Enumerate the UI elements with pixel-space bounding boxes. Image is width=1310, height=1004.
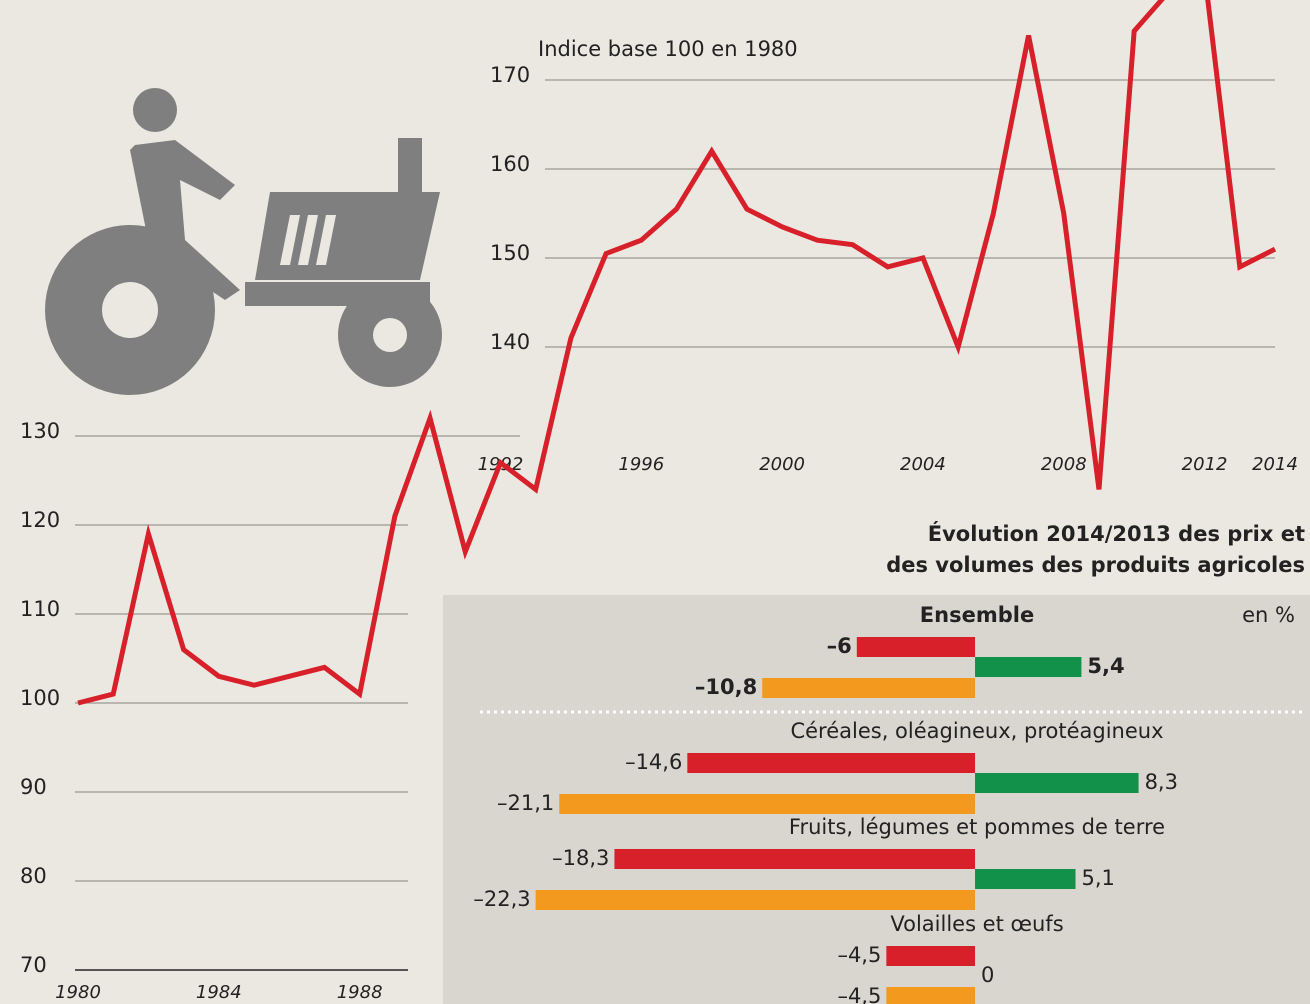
bar bbox=[614, 849, 976, 869]
bar bbox=[559, 794, 976, 814]
category-label: Céréales, oléagineux, protéagineux bbox=[790, 719, 1163, 743]
value-label: –14,6 bbox=[625, 750, 682, 774]
x-tick-label: 2008 bbox=[1041, 454, 1087, 475]
bar-title: Évolution 2014/2013 des prix et bbox=[928, 521, 1305, 546]
y-tick-label: 90 bbox=[20, 775, 47, 799]
line-chart: Indice base 100 en 1980 70 80 90 100 110 120 1… bbox=[20, 0, 1298, 1003]
value-label: –4,5 bbox=[837, 943, 881, 967]
category-label: Ensemble bbox=[920, 603, 1034, 627]
value-label: –10,8 bbox=[695, 675, 757, 699]
bar-chart: Évolution 2014/2013 des prix et des volu… bbox=[473, 521, 1305, 1004]
x-tick-label: 2000 bbox=[759, 454, 805, 475]
bar-title: des volumes des produits agricoles bbox=[886, 553, 1305, 577]
y-tick-label: 150 bbox=[490, 241, 530, 265]
wheel-hub bbox=[373, 318, 407, 352]
data-line bbox=[77, 0, 1277, 706]
value-label: 8,3 bbox=[1145, 770, 1178, 794]
y-tick-label: 100 bbox=[20, 686, 60, 710]
chart-subtitle: Indice base 100 en 1980 bbox=[538, 37, 798, 61]
value-label: –18,3 bbox=[552, 846, 609, 870]
y-tick-label: 170 bbox=[490, 63, 530, 87]
x-tick-label: 2012 bbox=[1182, 454, 1228, 475]
bar bbox=[687, 753, 976, 773]
y-tick-label: 70 bbox=[20, 953, 47, 977]
bar bbox=[886, 987, 976, 1004]
x-tick-label: 1988 bbox=[337, 982, 383, 1003]
bar bbox=[535, 890, 976, 910]
value-label: –21,1 bbox=[497, 791, 554, 815]
wheel-hub bbox=[102, 282, 158, 338]
category-label: Volailles et œufs bbox=[890, 912, 1063, 936]
grille bbox=[280, 215, 336, 265]
value-label: –6 bbox=[827, 634, 852, 658]
value-label: 0 bbox=[981, 963, 994, 987]
value-label: –22,3 bbox=[473, 887, 530, 911]
y-tick-label: 130 bbox=[20, 419, 60, 443]
bar bbox=[975, 657, 1082, 677]
x-tick-label: 1984 bbox=[196, 982, 242, 1003]
x-tick-label: 2004 bbox=[900, 454, 946, 475]
unit-label: en % bbox=[1242, 603, 1295, 627]
x-tick-label: 1980 bbox=[55, 982, 101, 1003]
bar bbox=[975, 773, 1139, 793]
bar bbox=[762, 678, 976, 698]
y-tick-label: 120 bbox=[20, 508, 60, 532]
bar bbox=[886, 946, 976, 966]
bar bbox=[856, 637, 976, 657]
y-tick-label: 160 bbox=[490, 152, 530, 176]
y-tick-label: 110 bbox=[20, 597, 60, 621]
value-label: 5,1 bbox=[1082, 866, 1115, 890]
y-tick-label: 80 bbox=[20, 864, 47, 888]
value-label: –4,5 bbox=[837, 984, 881, 1004]
bar bbox=[975, 869, 1076, 889]
y-tick-label: 140 bbox=[490, 330, 530, 354]
x-tick-label: 2014 bbox=[1252, 454, 1298, 475]
category-label: Fruits, légumes et pommes de terre bbox=[789, 815, 1165, 839]
value-label: 5,4 bbox=[1087, 654, 1124, 678]
x-tick-label: 1996 bbox=[618, 454, 664, 475]
